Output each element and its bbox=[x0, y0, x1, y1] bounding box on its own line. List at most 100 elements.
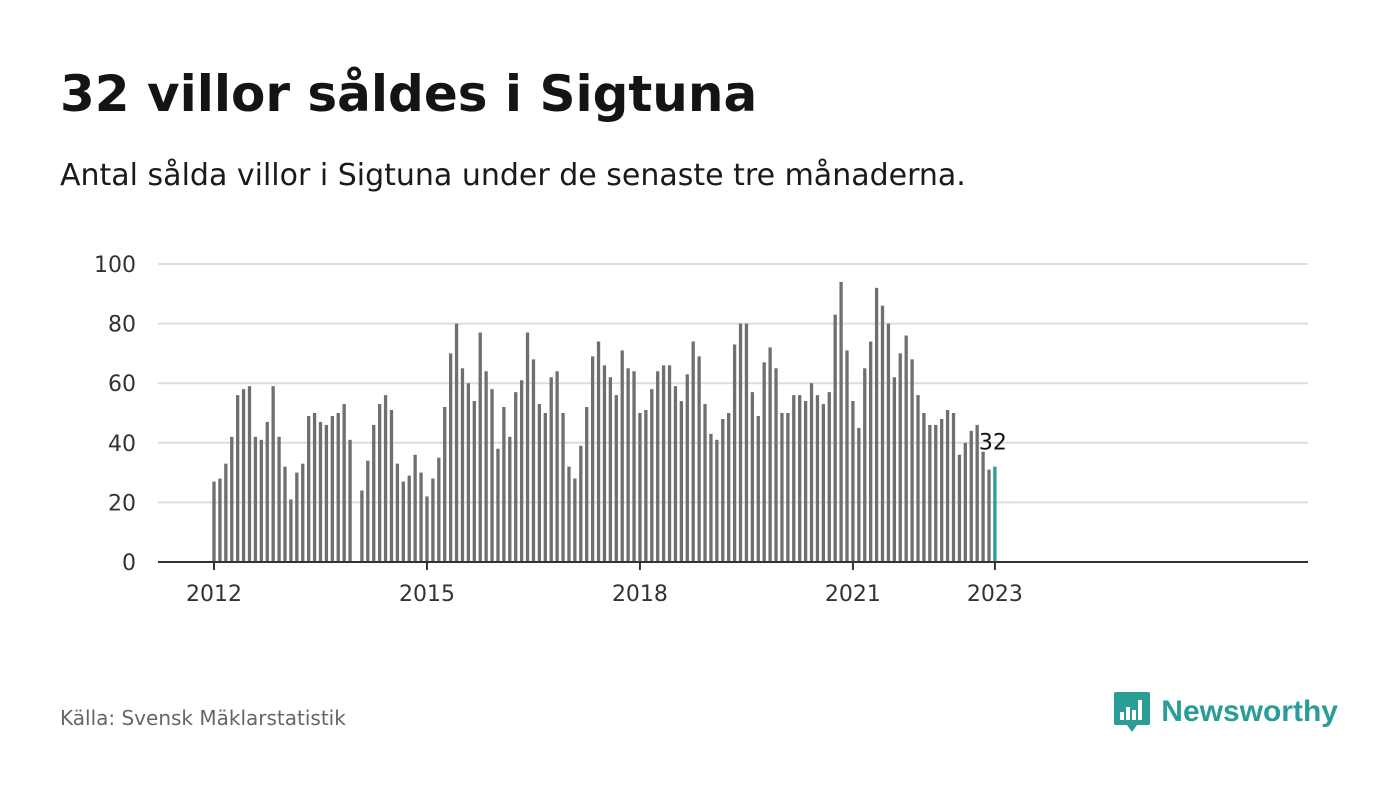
bars-layer bbox=[212, 281, 997, 562]
bar bbox=[437, 457, 441, 562]
bar bbox=[585, 407, 589, 562]
bar bbox=[324, 424, 329, 562]
bar bbox=[602, 365, 607, 562]
bar bbox=[940, 418, 944, 562]
bar bbox=[425, 496, 429, 562]
bar bbox=[987, 469, 991, 562]
bar bbox=[833, 314, 837, 562]
bar bbox=[549, 377, 553, 562]
bar bbox=[656, 371, 660, 562]
bar bbox=[301, 463, 305, 562]
bar bbox=[372, 424, 376, 562]
y-tick-label: 100 bbox=[94, 253, 136, 278]
bar bbox=[963, 442, 967, 562]
bar bbox=[419, 472, 423, 562]
bar bbox=[768, 347, 772, 562]
bar bbox=[307, 415, 311, 562]
bar bbox=[880, 305, 885, 562]
bar bbox=[508, 436, 512, 562]
bar bbox=[596, 341, 601, 562]
chart-subtitle: Antal sålda villor i Sigtuna under de se… bbox=[60, 158, 966, 193]
bar bbox=[295, 472, 299, 562]
bar bbox=[969, 430, 973, 562]
bar bbox=[886, 323, 891, 562]
bar bbox=[685, 374, 689, 562]
bar bbox=[934, 424, 938, 562]
bar bbox=[898, 353, 902, 562]
bar bbox=[283, 466, 287, 562]
bar bbox=[555, 371, 559, 562]
bar bbox=[590, 356, 595, 562]
bar bbox=[407, 475, 411, 562]
bar bbox=[786, 413, 790, 562]
bar bbox=[928, 424, 932, 562]
bar bbox=[626, 368, 630, 562]
bar bbox=[253, 436, 258, 562]
bar bbox=[774, 368, 778, 562]
bar bbox=[395, 463, 400, 562]
x-tick-label: 2023 bbox=[967, 582, 1023, 607]
bar bbox=[496, 448, 500, 562]
bar bbox=[892, 377, 896, 562]
y-tick-label: 0 bbox=[122, 551, 136, 576]
axis-layer bbox=[158, 561, 1308, 570]
bar bbox=[780, 413, 784, 562]
bar bbox=[916, 395, 920, 562]
bar bbox=[691, 341, 695, 562]
bar bbox=[377, 404, 382, 562]
bar bbox=[312, 413, 317, 562]
bar bbox=[650, 389, 654, 562]
bar bbox=[851, 401, 855, 562]
bar bbox=[620, 350, 624, 562]
bar bbox=[738, 323, 743, 562]
bar bbox=[490, 389, 494, 562]
brand-logo[interactable]: Newsworthy bbox=[1113, 690, 1338, 734]
bar bbox=[957, 454, 962, 562]
bar bbox=[318, 421, 323, 562]
bar bbox=[478, 332, 482, 562]
bar bbox=[514, 392, 518, 562]
bar bbox=[863, 368, 867, 562]
bar bbox=[454, 323, 459, 562]
bar bbox=[673, 386, 678, 562]
bar bbox=[472, 401, 476, 562]
chart-title: 32 villor såldes i Sigtuna bbox=[60, 65, 758, 123]
bar bbox=[697, 356, 701, 562]
bar bbox=[815, 395, 820, 562]
bar bbox=[792, 395, 796, 562]
bar bbox=[230, 436, 234, 562]
bar bbox=[798, 395, 802, 562]
bar bbox=[661, 365, 666, 562]
bar bbox=[721, 418, 725, 562]
bar bbox=[732, 344, 737, 562]
bar bbox=[667, 365, 672, 562]
bar bbox=[857, 427, 861, 562]
bar bbox=[247, 386, 252, 562]
labels-layer: 0 20 40 60 80 100 2012 2015 2018 2021 2023 32 bbox=[94, 253, 1023, 607]
bar bbox=[638, 413, 642, 562]
bar bbox=[389, 410, 394, 562]
bar bbox=[945, 410, 950, 562]
bar bbox=[224, 463, 228, 562]
bar bbox=[756, 415, 760, 562]
bar-chart-speech-bubble-icon bbox=[1114, 692, 1151, 732]
bar bbox=[614, 395, 618, 562]
bar bbox=[342, 404, 346, 562]
bar bbox=[845, 350, 849, 562]
bar bbox=[330, 415, 334, 562]
bar bbox=[484, 371, 488, 562]
bar bbox=[827, 392, 831, 562]
bar bbox=[259, 439, 263, 562]
bar bbox=[271, 386, 275, 562]
bar bbox=[543, 413, 547, 562]
bar bbox=[803, 401, 808, 562]
bar bbox=[632, 371, 636, 562]
bar bbox=[727, 413, 731, 562]
bar bbox=[839, 281, 843, 562]
bar bbox=[431, 478, 435, 562]
bar bbox=[366, 460, 370, 562]
bar bbox=[744, 323, 749, 562]
bar bbox=[236, 395, 240, 562]
bar bbox=[531, 359, 536, 562]
